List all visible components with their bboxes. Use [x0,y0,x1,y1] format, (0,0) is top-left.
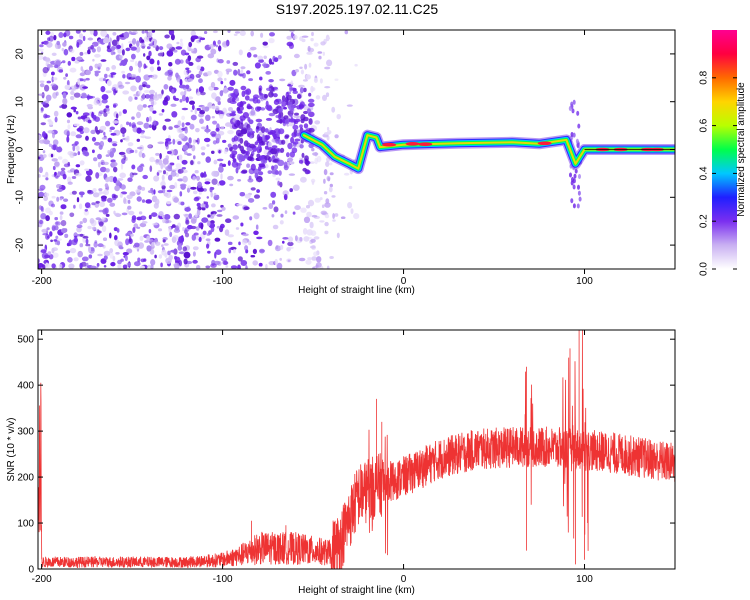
y-tick-label: 0 [15,146,26,152]
colorbar: 0.0 0.2 0.4 0.6 0.8 Normalized spectral ampl… [699,30,747,276]
y-tick-label: 300 [17,427,34,438]
x-tick-label: -100 [213,276,233,287]
y-tick-label: 10 [15,96,26,108]
snr-xlabel: Height of straight line (km) [298,585,415,596]
y-tick-label: 100 [17,519,34,530]
chart-title: S197.2025.197.02.11.C25 [276,1,439,17]
snr-ylabel: SNR (10 * v/v) [6,418,17,482]
y-tick-label: 20 [15,48,26,60]
x-tick-label: 0 [401,574,407,585]
ridge-hotspot [405,142,420,146]
ridge-band [303,134,675,170]
colorbar-gradient [712,30,737,269]
ridge-hotspot [537,141,552,146]
colorbar-tick-label: 0.8 [699,70,710,84]
spectrogram-xlabel: Height of straight line (km) [298,285,415,296]
ridge-hotspot [418,142,433,146]
snr-axes: -200 -100 0 100 0 100 200 300 400 500 [17,329,676,585]
x-tick-label: -200 [32,276,52,287]
x-tick-label: 100 [576,574,593,585]
y-tick-label: 400 [17,381,34,392]
x-tick-label: -200 [32,574,52,585]
x-tick-label: 100 [576,276,593,287]
x-tick-label: 0 [401,276,407,287]
y-tick-label: 0 [28,565,34,576]
y-tick-label: -10 [15,190,26,205]
colorbar-tick-label: 0.4 [699,166,710,180]
spectrogram-ylabel: Frequency (Hz) [6,115,17,184]
x-tick-label: -100 [213,574,233,585]
y-tick-label: 200 [17,473,34,484]
y-tick-label: -20 [15,237,26,252]
snr-border [37,329,676,570]
colorbar-tick-label: 0.0 [699,262,710,276]
snr-series-line [38,330,675,569]
colorbar-label: Normalized spectral amplitude [736,82,747,217]
colorbar-tick-label: 0.6 [699,118,710,132]
y-tick-label: 500 [17,335,34,346]
snr-panel: -200 -100 0 100 0 100 200 300 400 500 Height of s… [6,329,676,596]
ridge-hotspot [382,142,397,147]
colorbar-tick-label: 0.2 [699,214,710,228]
spectrogram-ridge [298,129,675,175]
colorbar-ticks: 0.0 0.2 0.4 0.6 0.8 [699,70,737,276]
